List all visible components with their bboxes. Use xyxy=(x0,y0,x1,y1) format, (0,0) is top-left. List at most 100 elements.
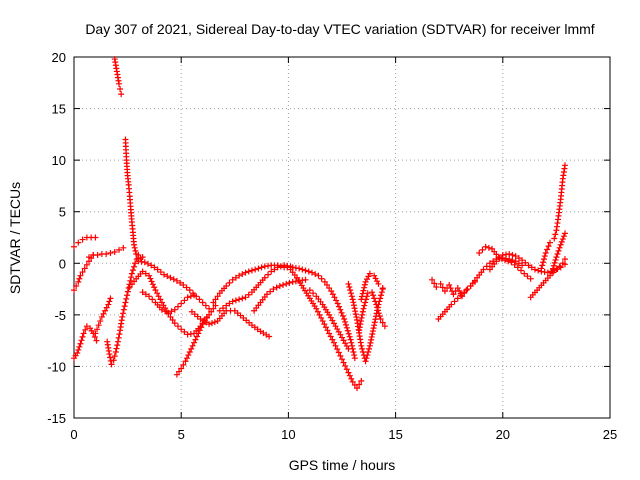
data-point xyxy=(464,286,471,293)
data-point xyxy=(369,331,376,338)
data-point xyxy=(280,281,287,288)
data-point xyxy=(183,355,190,362)
data-point xyxy=(327,333,334,340)
data-point xyxy=(349,342,356,349)
series-arc-6 xyxy=(104,252,142,368)
data-point xyxy=(116,80,123,87)
data-point xyxy=(139,254,146,261)
data-point xyxy=(522,259,529,266)
data-point xyxy=(374,278,381,285)
data-point xyxy=(185,352,192,359)
data-point xyxy=(360,305,367,312)
data-point xyxy=(331,294,338,301)
data-point xyxy=(519,262,526,269)
data-point xyxy=(171,306,178,313)
data-point xyxy=(232,297,239,304)
data-point xyxy=(505,258,512,265)
plot-frame xyxy=(73,56,611,419)
data-point xyxy=(353,314,360,321)
data-point xyxy=(86,254,93,261)
data-point xyxy=(76,343,83,350)
data-point xyxy=(186,348,193,355)
data-point xyxy=(184,294,191,301)
data-point xyxy=(229,298,236,305)
series-arc-5 xyxy=(92,295,114,337)
data-point xyxy=(177,279,184,286)
data-point xyxy=(369,289,376,296)
data-point xyxy=(173,371,180,378)
data-point xyxy=(377,295,384,302)
data-point xyxy=(124,288,131,295)
data-point xyxy=(360,348,367,355)
data-point xyxy=(557,264,564,271)
x-tick-label: 25 xyxy=(603,427,617,442)
chart-title: Day 307 of 2021, Sidereal Day-to-day VTE… xyxy=(85,21,594,37)
series-arc-17 xyxy=(281,262,365,392)
data-point xyxy=(451,298,458,305)
data-point xyxy=(459,293,466,300)
data-point xyxy=(372,316,379,323)
data-point xyxy=(357,321,364,328)
data-point xyxy=(277,263,284,270)
data-point xyxy=(527,275,534,282)
series-arc-9 xyxy=(126,268,210,338)
data-point xyxy=(92,234,99,241)
data-point xyxy=(493,258,500,265)
data-point xyxy=(531,266,538,273)
data-point xyxy=(180,281,187,288)
y-tick-label: -10 xyxy=(47,359,66,374)
data-point xyxy=(312,271,319,278)
data-point xyxy=(313,305,320,312)
data-point xyxy=(483,263,490,270)
data-point xyxy=(236,272,243,279)
data-point xyxy=(545,243,552,250)
data-point xyxy=(170,276,177,283)
series-arc-12 xyxy=(173,302,219,378)
x-tick-label: 20 xyxy=(496,427,510,442)
series-arc-10 xyxy=(135,258,213,312)
data-point xyxy=(157,269,164,276)
data-point xyxy=(111,248,118,255)
data-point xyxy=(360,287,367,294)
data-point xyxy=(164,273,171,280)
data-point xyxy=(220,305,227,312)
data-point xyxy=(335,303,342,310)
data-point xyxy=(248,267,255,274)
data-point xyxy=(433,284,440,291)
data-point xyxy=(519,257,526,264)
data-point xyxy=(361,281,368,288)
data-point xyxy=(544,269,551,276)
data-point xyxy=(131,263,138,270)
data-point xyxy=(98,313,105,320)
data-point xyxy=(314,308,321,315)
data-point xyxy=(367,339,374,346)
data-point xyxy=(457,292,464,299)
data-point xyxy=(334,346,341,353)
data-point xyxy=(131,244,138,251)
data-point xyxy=(512,253,519,260)
data-point xyxy=(208,320,215,327)
data-point xyxy=(319,318,326,325)
data-point xyxy=(348,293,355,300)
data-point xyxy=(447,285,454,292)
data-point xyxy=(335,349,342,356)
data-point xyxy=(195,330,202,337)
data-point xyxy=(486,260,493,267)
data-point xyxy=(377,315,384,322)
data-point xyxy=(189,342,196,349)
data-point xyxy=(535,267,542,274)
x-tick-label: 10 xyxy=(281,427,295,442)
data-point xyxy=(232,274,239,281)
data-point xyxy=(343,324,350,331)
data-point xyxy=(501,257,508,264)
data-point xyxy=(496,255,503,262)
data-point xyxy=(429,276,436,283)
data-point xyxy=(308,269,315,276)
data-point xyxy=(123,295,130,302)
data-point xyxy=(364,276,371,283)
data-point xyxy=(211,319,218,326)
series-arc-27 xyxy=(527,256,568,301)
data-point xyxy=(107,357,114,364)
data-point xyxy=(206,321,213,328)
data-point xyxy=(226,300,233,307)
